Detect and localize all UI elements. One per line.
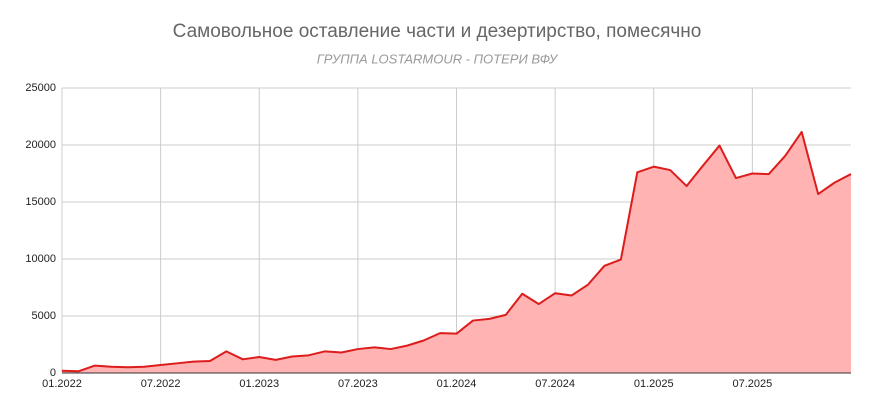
y-tick-label: 15000 xyxy=(25,196,56,208)
x-tick-label: 01.2024 xyxy=(437,378,477,390)
y-tick-label: 20000 xyxy=(25,139,56,151)
chart-title: Самовольное оставление части и дезертирс… xyxy=(173,21,702,42)
x-tick-label: 01.2022 xyxy=(42,378,82,390)
y-tick-label: 25000 xyxy=(25,82,56,94)
y-tick-label: 5000 xyxy=(32,310,56,322)
x-tick-label: 07.2022 xyxy=(141,378,181,390)
y-tick-label: 10000 xyxy=(25,253,56,265)
area xyxy=(62,131,851,373)
line xyxy=(61,130,852,373)
x-tick-label: 01.2025 xyxy=(634,378,674,390)
x-tick-label: 07.2025 xyxy=(732,378,772,390)
x-tick-label: 07.2023 xyxy=(338,378,378,390)
chart-subtitle: ГРУППА LOSTARMOUR - ПОТЕРИ ВФУ xyxy=(317,51,559,66)
x-tick-label: 01.2023 xyxy=(239,378,279,390)
x-tick-label: 07.2024 xyxy=(535,378,575,390)
y-tick-label: 0 xyxy=(50,367,56,379)
